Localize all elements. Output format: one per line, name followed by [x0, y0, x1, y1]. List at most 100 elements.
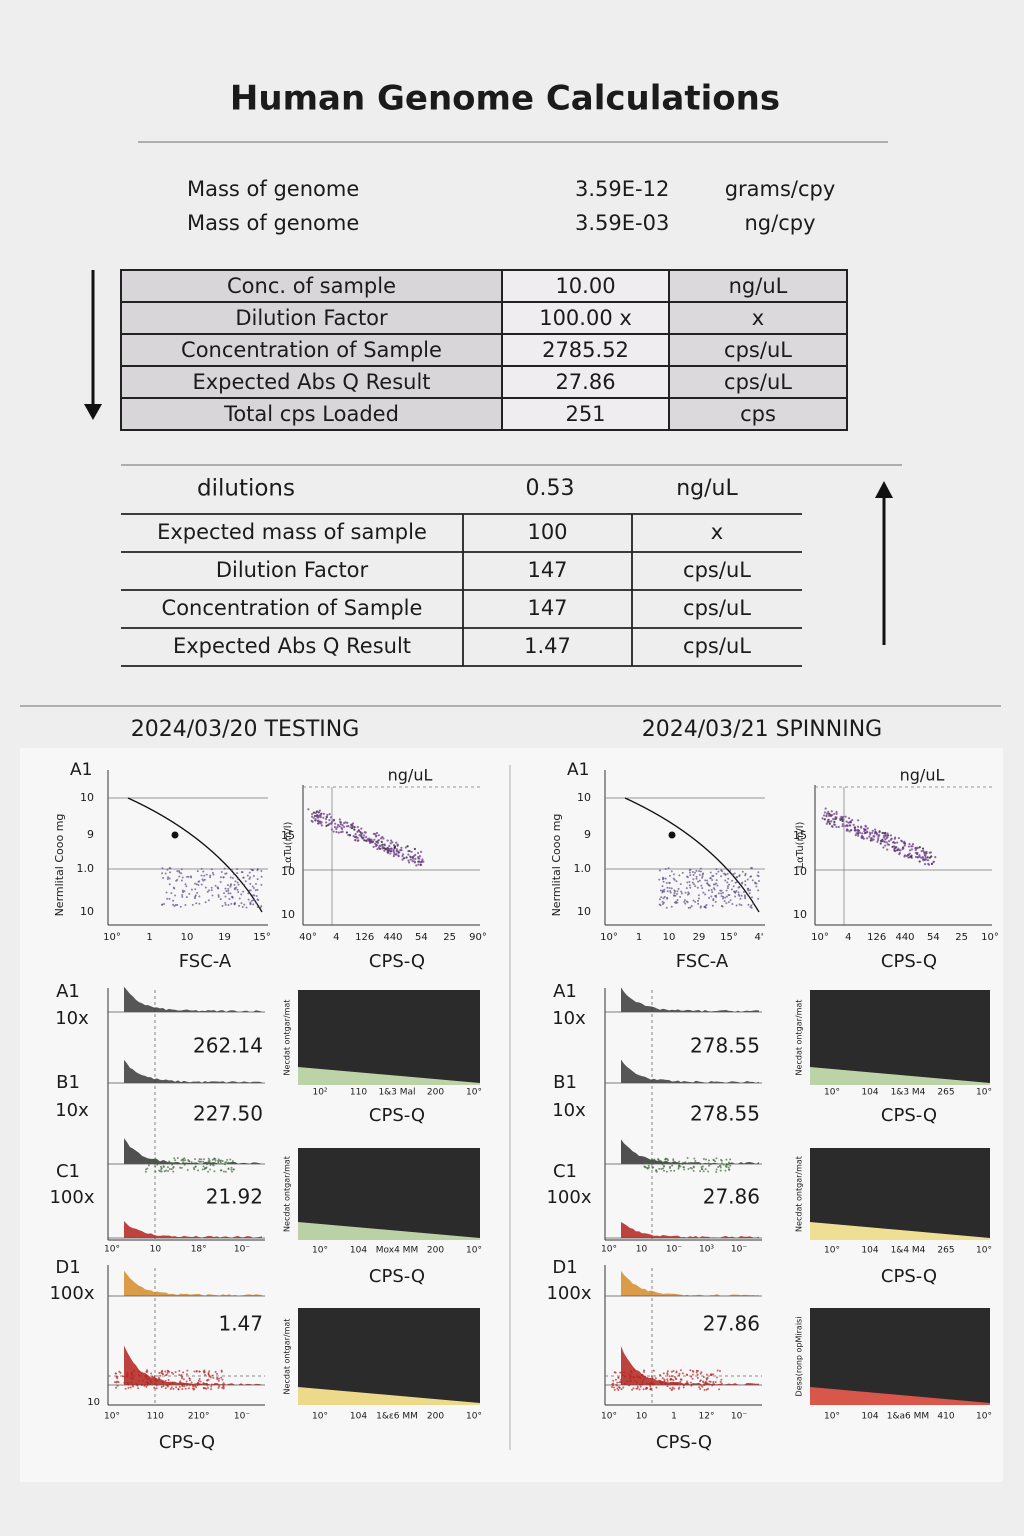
dot [171, 1381, 174, 1384]
dot [237, 883, 240, 886]
dot [685, 887, 688, 890]
well-label: D1 [55, 1257, 80, 1278]
dot [673, 1375, 676, 1378]
dot [658, 1167, 661, 1170]
dot [116, 1375, 119, 1378]
dot [623, 1371, 626, 1374]
dot [193, 1370, 196, 1373]
dot [645, 1382, 648, 1385]
x-tick-label: 104 [861, 1412, 878, 1422]
point [668, 831, 676, 839]
dark-plot [298, 1148, 480, 1240]
dot [698, 879, 701, 882]
x-tick-label: 10² [312, 1088, 327, 1098]
dot [868, 835, 871, 838]
dot [143, 1383, 146, 1386]
dot [324, 817, 328, 821]
dot [146, 1384, 149, 1387]
dot [200, 1158, 203, 1161]
y-axis-label: LαTu(m/l) [283, 822, 294, 869]
dot [688, 880, 691, 883]
dot [182, 1371, 185, 1374]
y-tick-label: 10 [80, 905, 94, 918]
y-tick-label: 10 [793, 865, 807, 878]
dot [162, 1165, 165, 1168]
dot [908, 849, 912, 852]
dot [133, 1369, 136, 1372]
dot [668, 874, 671, 877]
x-tick-label: 10° [103, 932, 121, 943]
dot [692, 1169, 695, 1172]
dot [698, 1386, 701, 1389]
dot [875, 832, 878, 835]
dot [649, 1385, 652, 1388]
histogram [621, 987, 759, 1012]
x-tick-label: 440 [895, 932, 914, 943]
dot [655, 1169, 658, 1172]
dot [723, 900, 726, 903]
dot [699, 870, 702, 873]
dot [686, 876, 689, 879]
dot [724, 1169, 727, 1172]
dot [612, 1382, 615, 1385]
dot [672, 1158, 675, 1161]
dot [691, 881, 694, 884]
x-tick-label: 1&3 Mal [378, 1088, 415, 1098]
dot [198, 895, 201, 898]
dot [731, 879, 734, 882]
dot [669, 891, 672, 894]
dot [643, 1369, 646, 1372]
dot [670, 887, 673, 890]
dot [711, 874, 714, 877]
cell [668, 333, 848, 367]
dot [691, 1167, 694, 1170]
dot [145, 1369, 148, 1372]
dot [317, 822, 320, 825]
dot [361, 832, 364, 835]
dot [166, 1372, 169, 1375]
y-tick-label: 15 [281, 829, 295, 842]
dot [666, 1370, 669, 1373]
dot [377, 846, 380, 849]
dilution-label: 10x [55, 1100, 89, 1121]
histogram [124, 1138, 262, 1164]
dot [739, 897, 742, 900]
x-tick-label: 126 [355, 932, 374, 943]
dot [195, 883, 198, 886]
dot [727, 1161, 730, 1164]
dot [696, 1369, 699, 1372]
dot [178, 1369, 181, 1372]
dot [208, 1370, 211, 1373]
cell-text: 100.00 x [539, 306, 632, 330]
dot [701, 1165, 704, 1168]
dot [706, 1377, 709, 1380]
dot [703, 905, 706, 908]
dot [720, 892, 723, 895]
dot [841, 818, 844, 821]
dot [224, 901, 227, 904]
dot [406, 845, 409, 848]
dot [205, 1166, 208, 1169]
dot [848, 830, 851, 833]
dot [196, 870, 199, 873]
dot [719, 1166, 722, 1169]
cell-text: Total cps Loaded [223, 402, 399, 426]
dot [660, 1383, 663, 1386]
dot [666, 886, 669, 889]
dot [181, 876, 184, 879]
dot [672, 873, 675, 876]
histogram [621, 1270, 759, 1296]
dot [352, 834, 355, 838]
dot [198, 1158, 201, 1161]
dot [723, 872, 726, 875]
dot [155, 1387, 158, 1390]
dot [924, 856, 927, 859]
dot [707, 884, 710, 887]
dot [345, 831, 349, 834]
dot [639, 1383, 642, 1386]
x-tick-label: 1&ε6 MM [376, 1412, 418, 1422]
dot [154, 1379, 157, 1382]
dot [195, 1386, 198, 1389]
dot [740, 904, 743, 907]
plot-fill [298, 1067, 480, 1085]
